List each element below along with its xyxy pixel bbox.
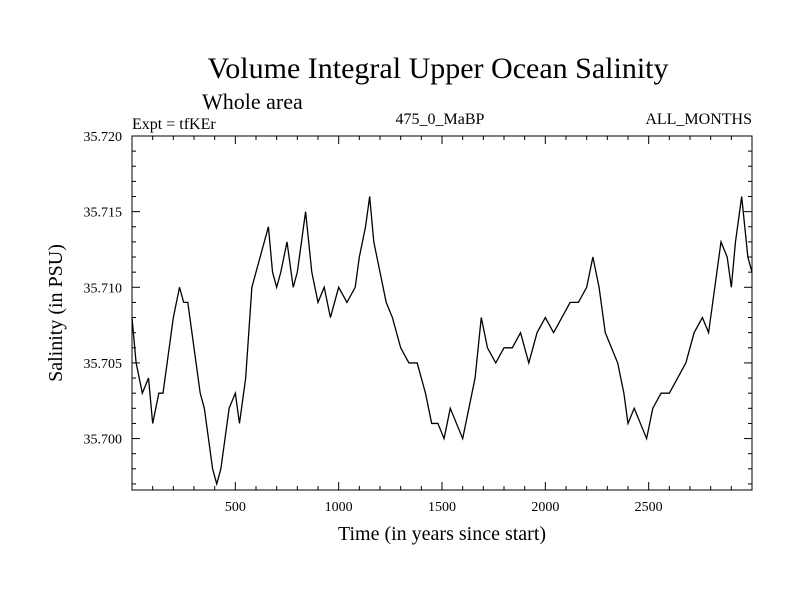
x-tick-label: 500: [225, 500, 246, 515]
x-tick-label: 1500: [428, 500, 456, 515]
period-label: 475_0_MaBP: [396, 111, 485, 128]
plot-area: 500 1000 1500 2000 2500 35.70035.70535.71035…: [84, 130, 753, 515]
chart-subtitle: Whole area: [202, 89, 303, 114]
y-tick-label: 35.715: [84, 206, 123, 221]
x-tick-label: 2500: [635, 500, 663, 515]
y-tick-label: 35.710: [84, 281, 123, 296]
y-axis-label: Salinity (in PSU): [45, 244, 67, 382]
months-label: ALL_MONTHS: [645, 111, 752, 128]
x-axis-ticks: 500 1000 1500 2000 2500: [152, 136, 732, 515]
y-tick-label: 35.705: [84, 357, 123, 372]
salinity-series-line: [131, 196, 753, 487]
y-axis-ticks: 35.700 35.705 35.710 35.715 35.720: [84, 130, 752, 485]
x-tick-label: 2000: [531, 500, 559, 515]
x-tick-label: 1000: [325, 500, 353, 515]
y-tick-label: 35.720: [84, 130, 123, 145]
x-axis-label: Time (in years since start): [338, 523, 546, 545]
y-tick-label: 35.700: [84, 433, 123, 448]
chart-title: Volume Integral Upper Ocean Salinity: [208, 52, 669, 85]
experiment-label: Expt = tfKEr: [132, 116, 216, 133]
